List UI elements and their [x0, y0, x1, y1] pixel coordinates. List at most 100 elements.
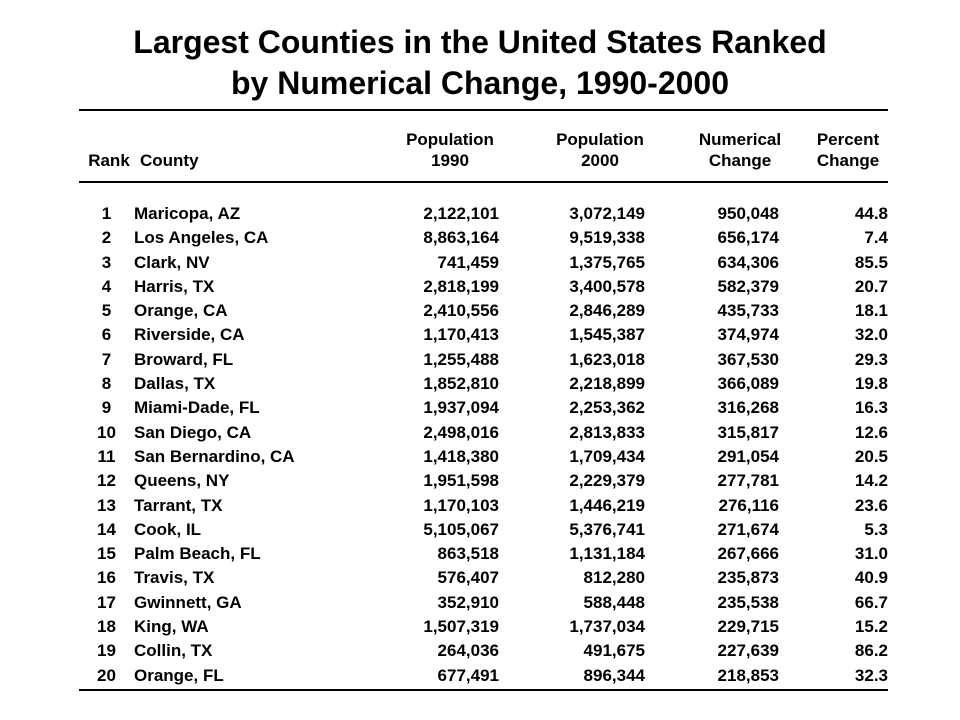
pop-1990-cell: 5,105,067	[423, 519, 499, 539]
county-cell: Miami-Dade, FL	[134, 398, 260, 418]
numerical-change-cell: 435,733	[717, 301, 779, 321]
numerical-change-cell: 276,116	[718, 495, 779, 515]
header-percent-line2: Change	[816, 151, 880, 170]
numerical-change-cell: 634,306	[717, 252, 779, 272]
percent-change-cell: 15.2	[854, 617, 888, 637]
pop-1990-cell: 677,491	[437, 665, 499, 685]
pop-1990-cell: 2,410,556	[423, 301, 499, 321]
pop-1990-cell: 1,255,488	[423, 349, 499, 369]
pop-1990-cell: 1,951,598	[423, 471, 499, 491]
pop-2000-cell: 3,400,578	[569, 276, 645, 296]
pop-2000-cell: 1,131,184	[569, 544, 645, 564]
county-cell: Tarrant, TX	[134, 495, 223, 515]
pop-2000-cell: 812,280	[583, 568, 645, 588]
rank-cell: 3	[101, 252, 112, 272]
percent-change-cell: 40.9	[854, 568, 888, 588]
rank-cell: 12	[97, 471, 116, 491]
county-cell: Queens, NY	[134, 471, 230, 491]
table-row: 16 Travis, TX 576,407 812,280 235,873 40.9	[79, 566, 888, 590]
rank-cell: 15	[97, 544, 116, 564]
header-numerical-change: Numerical Change	[680, 129, 800, 171]
rank-cell: 19	[97, 641, 116, 661]
numerical-change-cell: 277,781	[717, 471, 779, 491]
header-rank: Rank	[79, 150, 139, 171]
pop-2000-cell: 2,813,833	[569, 422, 645, 442]
pop-2000-cell: 2,846,289	[569, 301, 645, 321]
pop-1990-cell: 1,937,094	[423, 398, 499, 418]
title-line-1: Largest Counties in the United States Ra…	[133, 24, 827, 60]
percent-change-cell: 14.2	[854, 471, 888, 491]
pop-2000-cell: 2,218,899	[569, 374, 645, 394]
header-rank-label: Rank	[88, 151, 130, 170]
pop-1990-cell: 8,863,164	[423, 228, 499, 248]
table-row: 19 Collin, TX 264,036 491,675 227,639 86.2	[79, 639, 888, 663]
percent-change-cell: 29.3	[854, 349, 888, 369]
page-title: Largest Counties in the United States Ra…	[0, 22, 960, 104]
header-county: County	[140, 150, 220, 171]
header-county-label: County	[140, 151, 199, 170]
pop-1990-cell: 264,036	[437, 641, 499, 661]
header-pop-2000: Population 2000	[540, 129, 660, 171]
percent-change-cell: 86.2	[854, 641, 888, 661]
county-cell: King, WA	[134, 617, 209, 637]
pop-2000-cell: 2,253,362	[569, 398, 645, 418]
pop-1990-cell: 1,170,103	[423, 495, 499, 515]
numerical-change-cell: 218,853	[717, 665, 779, 685]
rank-cell: 14	[97, 519, 116, 539]
pop-1990-cell: 863,518	[437, 544, 499, 564]
header-pop-1990-line2: 1990	[431, 151, 469, 170]
rank-cell: 16	[97, 568, 116, 588]
percent-change-cell: 23.6	[854, 495, 888, 515]
numerical-change-cell: 367,530	[717, 349, 779, 369]
table-row: 9 Miami-Dade, FL 1,937,094 2,253,362 316,268…	[79, 396, 888, 420]
table-row: 18 King, WA 1,507,319 1,737,034 229,715 15.2	[79, 615, 888, 639]
county-cell: San Bernardino, CA	[134, 446, 295, 466]
county-cell: Cook, IL	[134, 519, 202, 539]
county-cell: Los Angeles, CA	[134, 228, 269, 248]
pop-1990-cell: 1,170,413	[423, 325, 499, 345]
header-pop-2000-line2: 2000	[581, 151, 619, 170]
table-row: 17 Gwinnett, GA 352,910 588,448 235,538 66.7	[79, 591, 888, 615]
pop-2000-cell: 1,737,034	[569, 617, 645, 637]
table-row: 14 Cook, IL 5,105,067 5,376,741 271,674 5.3	[79, 518, 888, 542]
pop-2000-cell: 5,376,741	[569, 519, 645, 539]
table-row: 12 Queens, NY 1,951,598 2,229,379 277,781 14.…	[79, 469, 888, 493]
percent-change-cell: 66.7	[854, 592, 888, 612]
pop-1990-cell: 2,122,101	[423, 204, 499, 223]
rank-cell: 4	[101, 276, 112, 296]
table-row: 8 Dallas, TX 1,852,810 2,218,899 366,089 19.8	[79, 372, 888, 396]
numerical-change-cell: 235,538	[717, 592, 779, 612]
percent-change-cell: 19.8	[854, 374, 888, 394]
rank-cell: 10	[97, 422, 116, 442]
table-row: 7 Broward, FL 1,255,488 1,623,018 367,530 29.…	[79, 348, 888, 372]
title-line-2: by Numerical Change, 1990-2000	[230, 65, 729, 101]
top-rule	[79, 109, 888, 111]
county-cell: Orange, CA	[134, 301, 228, 321]
county-cell: Palm Beach, FL	[134, 544, 261, 564]
county-cell: Harris, TX	[134, 276, 215, 296]
percent-change-cell: 44.8	[854, 204, 888, 223]
county-cell: Collin, TX	[134, 641, 213, 661]
rank-cell: 5	[101, 301, 112, 321]
table-row: 1 Maricopa, AZ 2,122,101 3,072,149 950,048 44…	[79, 202, 888, 226]
rank-cell: 7	[101, 349, 112, 369]
county-cell: Clark, NV	[134, 252, 210, 272]
rank-cell: 13	[97, 495, 116, 515]
percent-change-cell: 31.0	[854, 544, 888, 564]
pop-1990-cell: 576,407	[437, 568, 499, 588]
rank-cell: 9	[101, 398, 112, 418]
percent-change-cell: 20.5	[854, 446, 888, 466]
percent-change-cell: 12.6	[854, 422, 888, 442]
pop-2000-cell: 1,623,018	[569, 349, 645, 369]
county-cell: San Diego, CA	[134, 422, 252, 442]
header-percent-change: Percent Change	[800, 129, 896, 171]
numerical-change-cell: 271,674	[717, 519, 779, 539]
table-row: 10 San Diego, CA 2,498,016 2,813,833 315,817…	[79, 421, 888, 445]
pop-1990-cell: 1,507,319	[423, 617, 499, 637]
percent-change-cell: 7.4	[864, 228, 888, 248]
pop-1990-cell: 1,852,810	[423, 374, 499, 394]
rank-cell: 1	[101, 204, 112, 223]
county-cell: Orange, FL	[134, 665, 224, 685]
pop-1990-cell: 2,818,199	[423, 276, 499, 296]
percent-change-cell: 5.3	[864, 519, 888, 539]
